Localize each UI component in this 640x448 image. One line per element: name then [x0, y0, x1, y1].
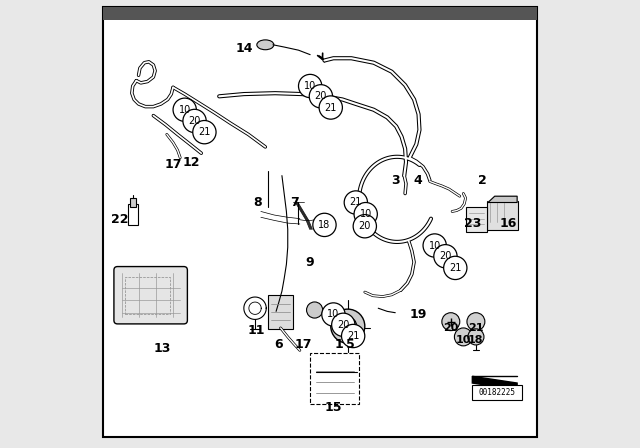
Circle shape — [354, 202, 378, 226]
Text: 3: 3 — [391, 173, 399, 187]
Text: 00182225: 00182225 — [479, 388, 516, 397]
Text: 18: 18 — [468, 336, 484, 345]
Circle shape — [454, 328, 472, 346]
Text: 21: 21 — [324, 103, 337, 112]
Polygon shape — [488, 196, 517, 202]
Text: 20: 20 — [188, 116, 201, 126]
Text: 10: 10 — [304, 81, 316, 91]
Circle shape — [353, 215, 376, 238]
Text: 1: 1 — [335, 338, 343, 352]
FancyBboxPatch shape — [310, 353, 359, 404]
Text: 21: 21 — [198, 127, 211, 137]
FancyBboxPatch shape — [114, 267, 188, 324]
Circle shape — [442, 313, 460, 331]
Circle shape — [173, 98, 196, 121]
Bar — [103, 7, 538, 20]
Bar — [472, 385, 522, 400]
Text: 21: 21 — [468, 323, 484, 333]
Text: 9: 9 — [306, 255, 314, 269]
Circle shape — [444, 256, 467, 280]
Circle shape — [307, 302, 323, 318]
Circle shape — [313, 213, 336, 237]
Circle shape — [344, 191, 367, 214]
Ellipse shape — [257, 40, 274, 50]
Text: 21: 21 — [347, 331, 359, 341]
Text: 21: 21 — [349, 198, 362, 207]
Text: 11: 11 — [248, 324, 265, 337]
Text: 14: 14 — [235, 42, 253, 55]
Circle shape — [332, 313, 355, 336]
Circle shape — [467, 313, 485, 331]
Circle shape — [342, 324, 365, 348]
Text: 17: 17 — [294, 337, 312, 351]
Text: 17: 17 — [164, 158, 182, 172]
Polygon shape — [472, 376, 517, 390]
Text: 21: 21 — [449, 263, 461, 273]
Text: 20: 20 — [315, 91, 327, 101]
Text: 5: 5 — [346, 338, 355, 352]
FancyBboxPatch shape — [486, 201, 518, 230]
Circle shape — [468, 329, 484, 345]
Text: 13: 13 — [154, 342, 171, 355]
Text: 20: 20 — [358, 221, 371, 231]
Text: 6: 6 — [275, 338, 283, 352]
Text: 10: 10 — [360, 209, 372, 219]
FancyBboxPatch shape — [466, 207, 486, 232]
Text: 4: 4 — [413, 173, 422, 187]
Circle shape — [331, 309, 365, 343]
Text: 22: 22 — [111, 213, 128, 226]
FancyBboxPatch shape — [130, 198, 136, 207]
Text: 10: 10 — [429, 241, 441, 250]
Text: 20: 20 — [337, 320, 349, 330]
FancyBboxPatch shape — [103, 7, 538, 437]
Circle shape — [423, 234, 446, 257]
Text: 23: 23 — [463, 216, 481, 230]
Text: 2: 2 — [478, 173, 486, 187]
FancyBboxPatch shape — [268, 295, 292, 329]
Circle shape — [298, 74, 322, 98]
Circle shape — [322, 303, 345, 326]
FancyBboxPatch shape — [128, 204, 138, 225]
Text: 10: 10 — [179, 105, 191, 115]
Text: 10: 10 — [327, 310, 340, 319]
Text: 19: 19 — [410, 308, 428, 321]
Text: 12: 12 — [182, 155, 200, 169]
Text: 20: 20 — [443, 323, 458, 333]
Text: 7: 7 — [291, 196, 300, 209]
Circle shape — [193, 121, 216, 144]
Circle shape — [319, 96, 342, 119]
Circle shape — [434, 245, 457, 268]
Text: 16: 16 — [499, 216, 517, 230]
Text: 20: 20 — [439, 251, 452, 261]
Text: 18: 18 — [318, 220, 331, 230]
Text: 10: 10 — [456, 336, 471, 345]
Circle shape — [183, 109, 206, 133]
Text: 15: 15 — [324, 401, 342, 414]
Text: 8: 8 — [253, 196, 262, 209]
Circle shape — [339, 317, 356, 335]
Circle shape — [309, 85, 333, 108]
